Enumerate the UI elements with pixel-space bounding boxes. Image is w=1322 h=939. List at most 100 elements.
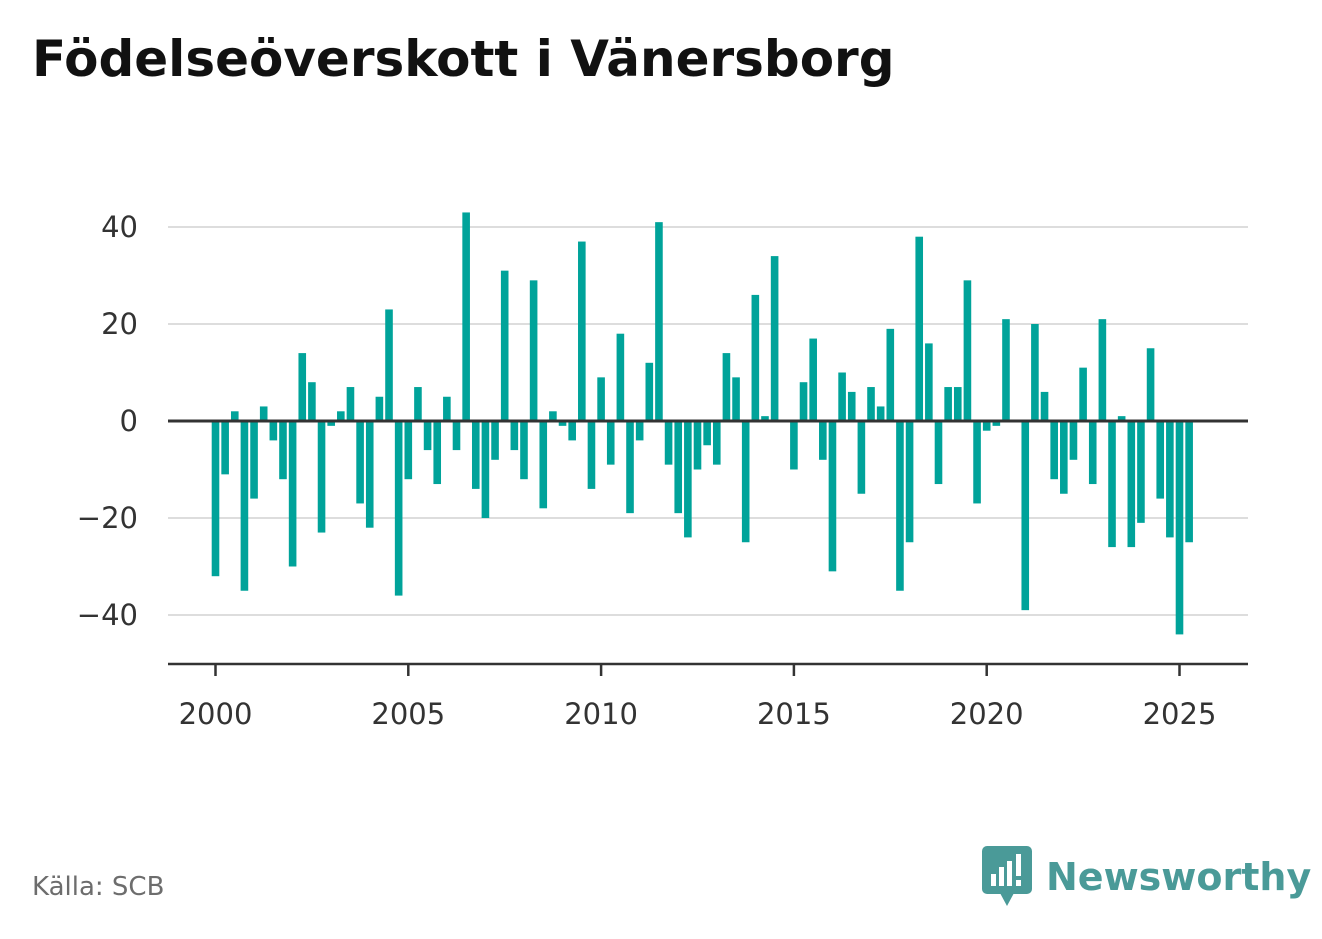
bar [1088,421,1097,485]
x-axis-tick-labels: 2000 2005 2010 2015 2020 2025 [179,697,1217,731]
x-tick-label: 2005 [371,697,445,731]
bar [375,396,384,421]
bar [1127,421,1136,548]
y-tick-label: 40 [101,210,138,244]
bar [491,421,499,460]
source-note: Källa: SCB [32,872,165,902]
bar [655,222,663,421]
bar [693,421,702,470]
bar [404,421,413,480]
y-tick-label: −20 [77,501,138,535]
bar [828,421,837,572]
bar [259,406,268,421]
bar [1079,367,1087,421]
bar [1117,416,1126,421]
bar [250,421,258,499]
bar [423,421,432,451]
bar [269,421,278,441]
bar [337,411,345,421]
bar [809,338,817,421]
bar [886,328,895,421]
bar [915,236,924,421]
bar [799,382,808,421]
bar [1069,421,1078,460]
bar [867,387,875,421]
bar [443,396,451,421]
bar [1108,421,1116,548]
bar [1156,421,1165,499]
bar [1166,421,1174,538]
bar [394,421,403,596]
bar [481,421,490,518]
bar [606,421,615,465]
bar [1137,421,1145,523]
bar [963,280,972,421]
bar [732,377,740,421]
bar [433,421,442,485]
bar [703,421,711,446]
bar [819,421,827,460]
bar [925,343,933,421]
bar [578,241,586,421]
bar [876,406,885,421]
bar [905,421,914,543]
brand-name: Newsworthy [1046,855,1312,899]
chart-title: Födelseöverskott i Vänersborg [32,30,895,88]
bar [529,280,538,421]
y-tick-label: 0 [120,404,138,438]
bar [712,421,721,465]
bar [346,387,355,421]
bar [1031,324,1039,421]
brand-logo[interactable]: Newsworthy [982,846,1311,908]
bar [288,421,297,567]
bar [549,411,557,421]
bar [1050,421,1058,480]
bar [211,421,220,577]
bar [587,421,596,489]
bar [1146,348,1155,421]
y-tick-label: −40 [77,598,138,632]
bar [626,421,634,514]
bar [414,387,422,421]
bar [944,387,952,421]
bar [298,353,307,421]
bar [1175,421,1184,635]
bars [211,212,1193,635]
bar [279,421,287,480]
bar [770,256,779,421]
bar [1098,319,1107,421]
bar [616,333,625,421]
bar [896,421,904,591]
bar [510,421,519,451]
bar [1040,391,1049,421]
bar [365,421,374,528]
bar [664,421,673,465]
bar [1002,319,1010,421]
bar [1060,421,1068,494]
bar [838,372,846,421]
bar [645,362,654,421]
bar [221,421,229,475]
bar [847,391,856,421]
bar [230,411,239,421]
bar [1021,421,1030,611]
bar [722,353,731,421]
bar [790,421,798,470]
x-tick-label: 2010 [564,697,638,731]
x-tick-label: 2015 [757,697,831,731]
bar [308,382,316,421]
bar [751,294,760,421]
bar [857,421,866,494]
gridlines [168,226,1248,616]
x-tick-label: 2000 [179,697,253,731]
axes [168,419,1248,676]
bar [953,387,962,421]
bar [674,421,683,514]
bar [539,421,548,509]
bar [462,212,470,421]
bar [741,421,750,543]
x-tick-label: 2025 [1143,697,1217,731]
bar [385,309,393,421]
bar [973,421,981,504]
